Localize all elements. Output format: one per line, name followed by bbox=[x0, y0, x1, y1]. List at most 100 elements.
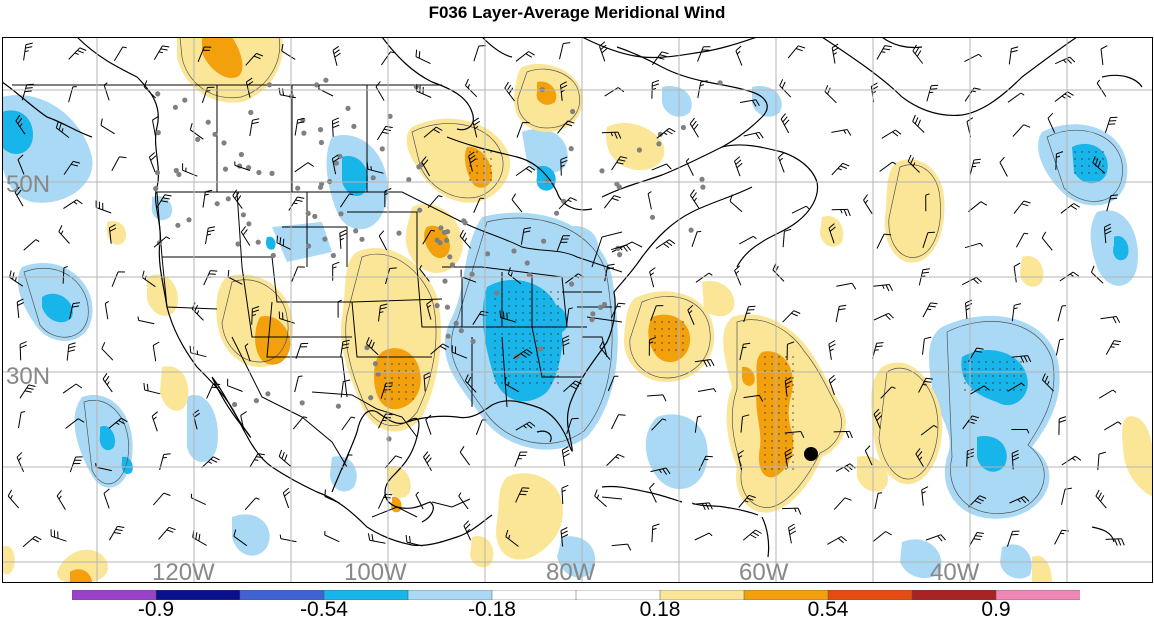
station-dot-icon bbox=[214, 201, 220, 207]
stipple-dot bbox=[985, 389, 987, 391]
wind-barb-icon bbox=[925, 534, 946, 542]
station-dot-icon bbox=[256, 169, 262, 176]
stipple-dot bbox=[515, 305, 517, 307]
stipple-dot bbox=[764, 363, 766, 365]
wind-barb-icon bbox=[1092, 156, 1106, 174]
wind-barb-icon bbox=[103, 488, 110, 509]
stipple-dot bbox=[785, 440, 787, 442]
wind-barb-icon bbox=[282, 487, 291, 509]
stipple-dot bbox=[1006, 375, 1008, 377]
stipple-dot bbox=[764, 356, 766, 358]
wind-barb-icon bbox=[472, 117, 480, 138]
stipple-dot bbox=[771, 363, 773, 365]
stipple-dot bbox=[771, 454, 773, 456]
stipple-dot bbox=[1013, 361, 1015, 363]
stipple-dot bbox=[971, 375, 973, 377]
stipple-dot bbox=[384, 391, 386, 393]
stipple-dot bbox=[398, 377, 400, 379]
stipple-dot bbox=[508, 361, 510, 363]
stipple-dot bbox=[522, 368, 524, 370]
wind-barb-icon bbox=[881, 129, 902, 139]
wind-barb-icon bbox=[962, 415, 980, 430]
stipple-dot bbox=[792, 440, 794, 442]
wind-barb-icon bbox=[782, 310, 801, 323]
wind-barb-icon bbox=[656, 127, 676, 139]
station-dot-icon bbox=[222, 166, 229, 172]
wind-barb-icon bbox=[19, 384, 36, 399]
stipple-dot bbox=[543, 347, 545, 349]
station-dot-icon bbox=[306, 243, 312, 249]
stipple-dot bbox=[543, 382, 545, 384]
wind-barb-icon bbox=[459, 229, 472, 249]
stipple-dot bbox=[391, 363, 393, 365]
stipple-dot bbox=[522, 319, 524, 321]
stipple-dot bbox=[529, 340, 531, 342]
stipple-dot bbox=[778, 384, 780, 386]
wind-barb-icon bbox=[152, 492, 171, 506]
lon-label-60w: 60W bbox=[739, 559, 789, 583]
station-dot-icon bbox=[406, 177, 412, 183]
wind-barb-icon bbox=[1011, 303, 1022, 322]
station-dot-icon bbox=[155, 130, 161, 136]
stipple-dot bbox=[764, 384, 766, 386]
stipple-dot bbox=[785, 426, 787, 428]
stipple-dot bbox=[536, 361, 538, 363]
station-dot-icon bbox=[485, 251, 491, 257]
stipple-dot bbox=[529, 347, 531, 349]
wind-barb-icon bbox=[650, 305, 664, 321]
stipple-dot bbox=[971, 368, 973, 370]
wind-barb-icon bbox=[143, 80, 156, 99]
stipple-dot bbox=[668, 321, 670, 323]
wind-barb-icon bbox=[836, 282, 857, 290]
lat-label-50n: 50N bbox=[6, 171, 50, 198]
wind-barb-icon bbox=[729, 194, 743, 213]
wind-barb-icon bbox=[514, 451, 528, 468]
stipple-dot bbox=[771, 419, 773, 421]
station-dot-icon bbox=[688, 227, 694, 233]
wind-barb-icon bbox=[784, 448, 793, 469]
stipple-dot bbox=[515, 347, 517, 349]
wind-barb-icon bbox=[1011, 429, 1030, 434]
wind-barb-icon bbox=[430, 343, 450, 355]
stipple-dot bbox=[398, 356, 400, 358]
stipple-dot bbox=[682, 328, 684, 330]
wind-barb-icon bbox=[15, 114, 26, 135]
wind-barb-icon bbox=[245, 52, 264, 66]
stipple-dot bbox=[501, 319, 503, 321]
wind-barb-icon bbox=[1009, 496, 1030, 504]
stipple-dot bbox=[654, 328, 656, 330]
stipple-dot bbox=[792, 454, 794, 456]
station-dot-icon bbox=[590, 311, 596, 317]
wind-barb-icon bbox=[66, 342, 76, 361]
stipple-dot bbox=[1095, 158, 1097, 160]
wind-barb-icon bbox=[649, 482, 657, 503]
stipple-dot bbox=[490, 179, 492, 181]
stipple-dot bbox=[515, 382, 517, 384]
stipple-dot bbox=[469, 179, 471, 181]
wind-barb-icon bbox=[740, 99, 760, 107]
wind-barb-icon bbox=[968, 532, 984, 547]
wind-barb-icon bbox=[879, 161, 897, 172]
wind-barb-icon bbox=[698, 388, 717, 393]
stipple-dot bbox=[771, 370, 773, 372]
wind-barb-icon bbox=[1041, 373, 1055, 392]
stipple-dot bbox=[971, 389, 973, 391]
station-dot-icon bbox=[314, 82, 320, 88]
wind-barb-icon bbox=[463, 520, 472, 541]
stipple-dot bbox=[557, 333, 559, 335]
lon-label-80w: 80W bbox=[546, 559, 596, 583]
stipple-dot bbox=[778, 447, 780, 449]
wind-barb-icon bbox=[694, 359, 715, 367]
wind-barb-icon bbox=[742, 529, 762, 541]
station-dot-icon bbox=[445, 229, 451, 235]
wind-barb-icon bbox=[647, 191, 652, 210]
wind-barb-icon bbox=[1104, 421, 1122, 431]
stipple-dot bbox=[682, 342, 684, 344]
wind-barb-icon bbox=[964, 242, 984, 249]
stipple-dot bbox=[778, 454, 780, 456]
stipple-dot bbox=[557, 354, 559, 356]
wind-barb-icon bbox=[961, 276, 982, 286]
stipple-dot bbox=[508, 333, 510, 335]
stipple-dot bbox=[675, 321, 677, 323]
wind-barb-icon bbox=[599, 340, 611, 360]
